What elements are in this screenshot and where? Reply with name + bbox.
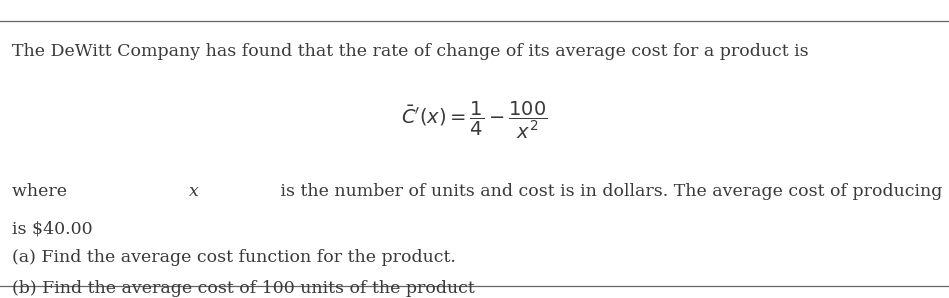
Text: x: x bbox=[189, 183, 198, 200]
Text: (b) Find the average cost of 100 units of the product: (b) Find the average cost of 100 units o… bbox=[12, 280, 475, 297]
Text: The DeWitt Company has found that the rate of change of its average cost for a p: The DeWitt Company has found that the ra… bbox=[12, 43, 809, 60]
Text: (a) Find the average cost function for the product.: (a) Find the average cost function for t… bbox=[12, 249, 456, 266]
Text: where: where bbox=[12, 183, 73, 200]
Text: is $40.00: is $40.00 bbox=[12, 221, 93, 238]
Text: is the number of units and cost is in dollars. The average cost of producing 20 : is the number of units and cost is in do… bbox=[274, 183, 949, 200]
Text: $\bar{C}'(x) = \dfrac{1}{4} - \dfrac{100}{x^2}$: $\bar{C}'(x) = \dfrac{1}{4} - \dfrac{100… bbox=[401, 100, 548, 142]
